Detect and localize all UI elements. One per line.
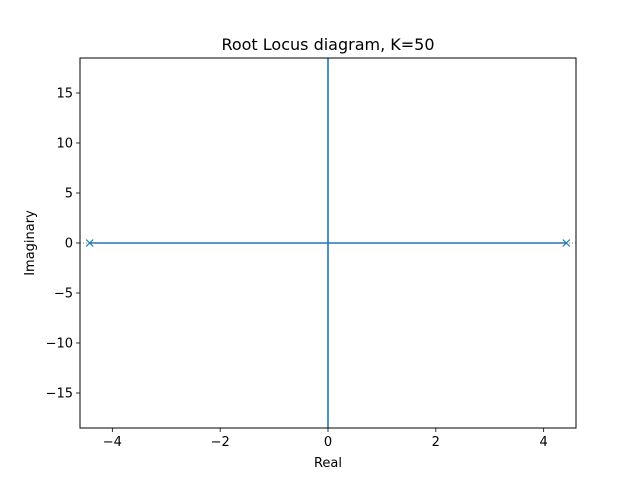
x-tick-label: 4 bbox=[540, 435, 548, 450]
open-loop-poles bbox=[85, 239, 571, 247]
y-tick-label: 0 bbox=[65, 237, 73, 252]
x-tick-label: 2 bbox=[432, 435, 440, 450]
x-tick-label: 0 bbox=[324, 435, 332, 450]
y-tick-label: −15 bbox=[46, 387, 73, 402]
y-tick-label: 10 bbox=[56, 137, 73, 152]
y-tick-label: 15 bbox=[56, 87, 73, 102]
y-tick-label: 5 bbox=[65, 187, 73, 202]
pole-marker-1 bbox=[85, 239, 94, 247]
y-axis-ticks: −15 −10 −5 0 5 10 15 bbox=[46, 87, 80, 402]
x-axis-label: Real bbox=[314, 456, 342, 471]
locus-branches bbox=[89, 58, 567, 428]
x-tick-label: −2 bbox=[211, 435, 230, 450]
x-tick-label: −4 bbox=[103, 435, 122, 450]
y-axis-label: Imaginary bbox=[23, 210, 38, 276]
y-tick-label: −5 bbox=[54, 287, 73, 302]
chart-title: Root Locus diagram, K=50 bbox=[221, 35, 434, 54]
y-tick-label: −10 bbox=[46, 337, 73, 352]
x-axis-ticks: −4 −2 0 2 4 bbox=[103, 428, 548, 450]
pole-marker-2 bbox=[562, 239, 571, 247]
